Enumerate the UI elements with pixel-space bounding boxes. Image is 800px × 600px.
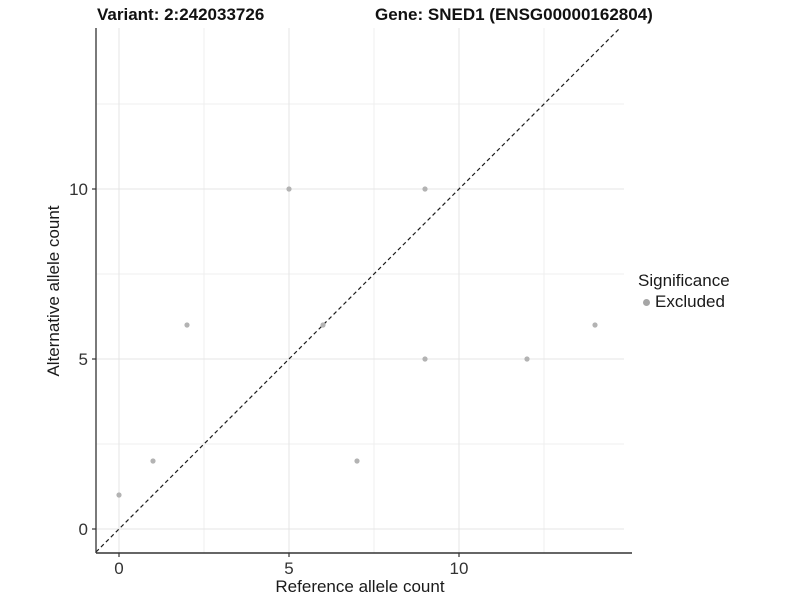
y-axis-title: Alternative allele count	[44, 205, 63, 377]
data-points	[116, 186, 598, 498]
gridlines-major	[96, 28, 624, 553]
data-point	[422, 356, 428, 362]
x-tick-label: 10	[450, 559, 469, 578]
x-axis-title: Reference allele count	[275, 577, 445, 596]
data-point	[286, 186, 292, 192]
data-point	[422, 186, 428, 192]
data-point	[592, 322, 598, 328]
axis-ticks: 0 5 10 0 5 10	[69, 180, 468, 578]
y-tick-label: 0	[79, 520, 88, 539]
data-point	[150, 458, 156, 464]
gene-title: Gene: SNED1 (ENSG00000162804)	[375, 5, 653, 24]
x-tick-label: 5	[284, 559, 293, 578]
data-point	[524, 356, 530, 362]
x-tick-label: 0	[114, 559, 123, 578]
legend-item-label: Excluded	[655, 292, 725, 311]
data-point	[116, 492, 122, 498]
legend-item-excluded: Excluded	[638, 292, 730, 312]
legend: Significance Excluded	[638, 270, 730, 312]
gridlines-minor	[96, 28, 624, 553]
variant-title: Variant: 2:242033726	[97, 5, 265, 24]
excluded-point-marker-icon	[643, 298, 650, 306]
data-point	[184, 322, 190, 328]
y-tick-label: 5	[79, 350, 88, 369]
data-point	[354, 458, 360, 464]
legend-title: Significance	[638, 271, 730, 290]
data-point	[320, 322, 326, 328]
identity-line	[95, 27, 621, 553]
y-tick-label: 10	[69, 180, 88, 199]
